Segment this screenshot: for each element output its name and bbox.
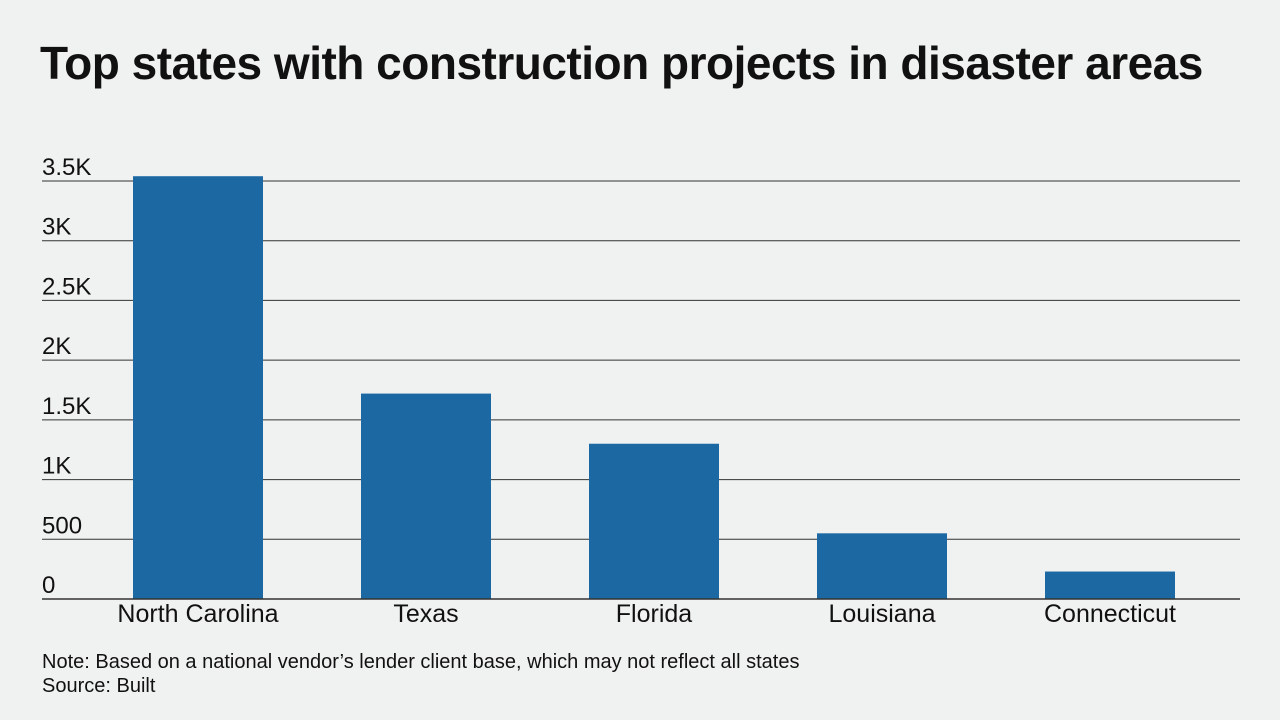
bar bbox=[1045, 571, 1175, 599]
x-tick-label: Florida bbox=[616, 600, 693, 628]
note-text: Note: Based on a national vendor’s lende… bbox=[42, 651, 800, 673]
x-tick-label: Connecticut bbox=[1044, 600, 1176, 628]
bar bbox=[817, 533, 947, 599]
y-tick-label: 1K bbox=[42, 453, 71, 480]
bar bbox=[589, 443, 719, 599]
y-tick-label: 3K bbox=[42, 214, 71, 241]
y-tick-label: 0 bbox=[42, 572, 55, 599]
bar bbox=[133, 176, 263, 600]
y-tick-label: 2K bbox=[42, 333, 71, 360]
y-tick-label: 1.5K bbox=[42, 393, 91, 420]
bar bbox=[361, 393, 491, 599]
y-tick-label: 500 bbox=[42, 512, 82, 539]
chart-title: Top states with construction projects in… bbox=[40, 37, 1203, 89]
chart-notes: Note: Based on a national vendor’s lende… bbox=[42, 650, 799, 698]
x-tick-label: North Carolina bbox=[117, 600, 278, 628]
source-text: Source: Built bbox=[42, 675, 156, 697]
y-tick-label: 3.5K bbox=[42, 154, 91, 181]
y-tick-label: 2.5K bbox=[42, 273, 91, 300]
x-tick-label: Texas bbox=[393, 600, 458, 628]
x-tick-label: Louisiana bbox=[828, 600, 935, 628]
